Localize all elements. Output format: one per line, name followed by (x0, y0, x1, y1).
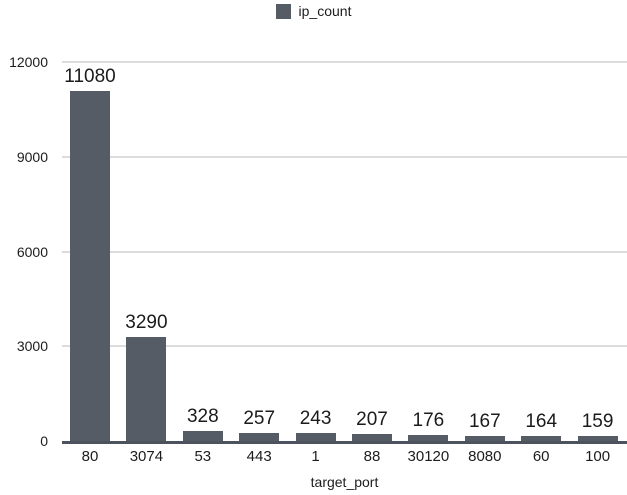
y-axis: 0 3000 6000 9000 12000 (0, 55, 48, 448)
bar-value-label: 167 (468, 410, 501, 432)
bar: 176 (408, 411, 449, 441)
bar: 207 (352, 410, 392, 441)
bar: 164 (521, 412, 562, 441)
bar: 167 (464, 412, 505, 441)
gridline (62, 61, 627, 63)
bar-value-label: 159 (581, 410, 614, 432)
y-tick-label: 12000 (9, 54, 48, 70)
bar: 257 (239, 409, 280, 441)
legend: ip_count (0, 2, 627, 20)
bar-value-label: 328 (186, 405, 219, 427)
bar: 159 (577, 412, 618, 441)
x-axis: 80 3074 53 443 1 88 30120 8080 60 100 (62, 449, 627, 467)
y-tick-label: 9000 (16, 148, 48, 165)
x-tick-label: 3074 (129, 448, 164, 465)
x-tick-label: 1 (311, 448, 320, 465)
legend-label: ip_count (298, 3, 352, 19)
bar: 243 (295, 409, 336, 441)
gridline (62, 155, 627, 158)
plot-area: 11080 3290 328 257 243 207 176 167 164 159 (62, 61, 627, 444)
bar-value-label: 164 (525, 410, 558, 432)
gridline (62, 345, 627, 348)
gridline (62, 250, 627, 253)
bar-value-label: 243 (299, 408, 332, 430)
y-tick-label: 0 (40, 433, 48, 449)
x-tick-label: 80 (81, 448, 99, 465)
bar: 11080 (64, 67, 116, 441)
bar-value-label: 11080 (64, 66, 116, 88)
bar: 328 (182, 407, 223, 441)
x-tick-label: 60 (532, 448, 550, 465)
x-tick-label: 88 (363, 448, 381, 465)
x-axis-title: target_port (310, 474, 379, 490)
x-tick-label: 8080 (468, 448, 502, 465)
bar-value-label: 257 (243, 407, 276, 429)
y-tick-label: 6000 (16, 243, 48, 260)
bar-value-label: 3290 (125, 312, 168, 334)
bar: 3290 (125, 313, 168, 441)
legend-swatch-icon (275, 3, 291, 19)
bar-value-label: 176 (412, 410, 445, 432)
x-tick-label: 30120 (407, 448, 450, 465)
bar-value-label: 207 (356, 409, 388, 431)
x-tick-label: 100 (585, 448, 611, 465)
x-tick-label: 53 (194, 448, 212, 465)
y-tick-label: 3000 (16, 338, 48, 355)
x-tick-label: 443 (246, 448, 272, 465)
